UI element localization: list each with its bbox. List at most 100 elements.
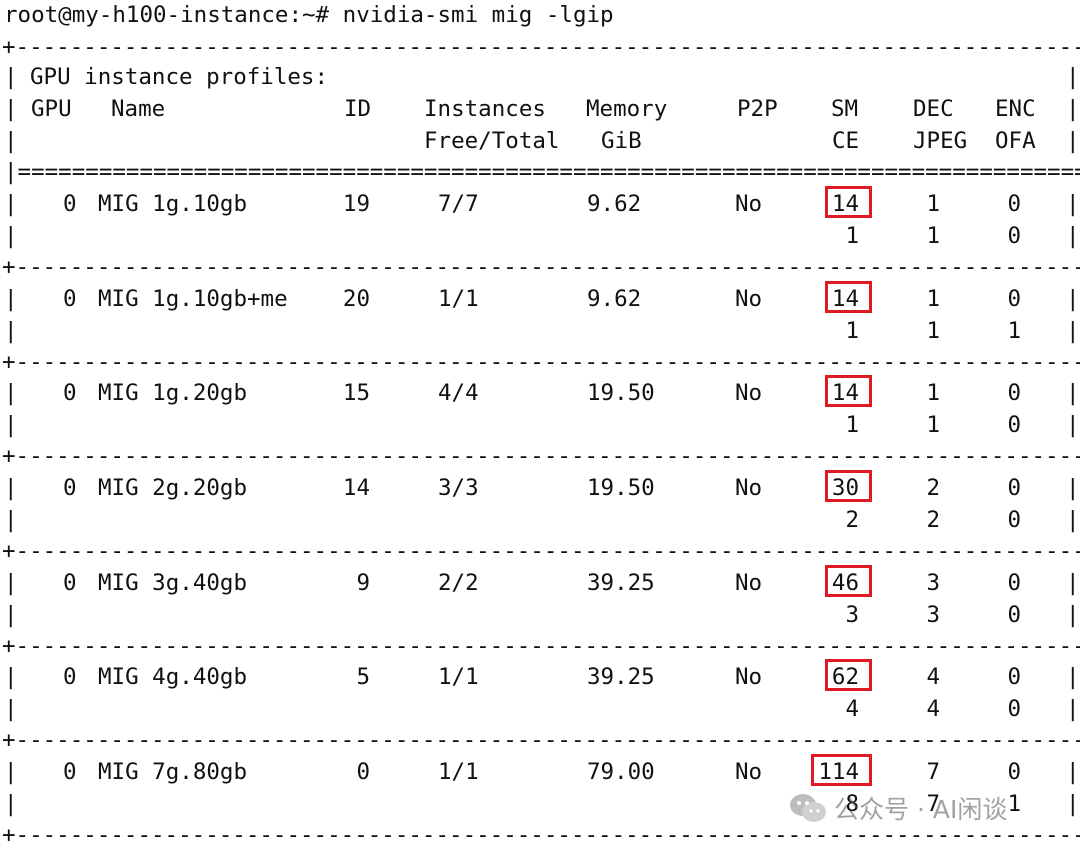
- table-bottom-border: +---------------------------------------…: [2, 822, 1080, 848]
- table-border-right-row1b: |: [1066, 318, 1080, 344]
- table-border-right-row3b: |: [1066, 507, 1080, 533]
- table-border-right-row5a: |: [1066, 664, 1080, 690]
- table-title: GPU instance profiles:: [30, 64, 329, 90]
- table-border-right-row0a: |: [1066, 191, 1080, 217]
- table-row-separator: +---------------------------------------…: [2, 254, 1080, 280]
- row-memory: 9.62: [587, 286, 642, 312]
- row-ce: 4: [845, 696, 859, 722]
- row-ce: 1: [845, 412, 859, 438]
- header-instances-sub: Free/Total: [424, 128, 560, 154]
- row-dec: 7: [926, 759, 940, 785]
- table-header-separator: |=======================================…: [4, 159, 1080, 185]
- table-border-right-row5b: |: [1066, 696, 1080, 722]
- row-ce: 1: [845, 318, 859, 344]
- command-line: root@my-h100-instance:~# nvidia-smi mig …: [4, 2, 614, 28]
- row-jpeg: 7: [926, 791, 940, 817]
- row-dec: 1: [926, 191, 940, 217]
- row-memory: 39.25: [587, 570, 655, 596]
- table-border-right-row3a: |: [1066, 475, 1080, 501]
- sm-highlight-box: [824, 375, 872, 407]
- table-border-left-row3b: |: [4, 507, 18, 533]
- row-ofa: 1: [1007, 318, 1021, 344]
- header-instances: Instances: [424, 96, 546, 122]
- header-jpeg: JPEG: [913, 128, 968, 154]
- table-border-right-row2b: |: [1066, 412, 1080, 438]
- row-enc: 0: [1007, 191, 1021, 217]
- row-sm: 14: [831, 191, 859, 217]
- row-id: 9: [356, 570, 370, 596]
- table-border-left-header1: |: [4, 96, 18, 122]
- table-border-left-row5a: |: [4, 664, 18, 690]
- table-border-right-row6b: |: [1066, 791, 1080, 817]
- row-dec: 1: [926, 380, 940, 406]
- row-name: MIG 2g.20gb: [98, 475, 248, 501]
- row-dec: 3: [926, 570, 940, 596]
- header-memory: Memory: [586, 96, 668, 122]
- table-border-right-row1a: |: [1066, 286, 1080, 312]
- table-border-left-row3a: |: [4, 475, 18, 501]
- row-gpu: 0: [63, 380, 77, 406]
- table-border-left-row5b: |: [4, 696, 18, 722]
- row-name: MIG 1g.10gb+me: [98, 286, 288, 312]
- table-border-left-row2a: |: [4, 380, 18, 406]
- row-p2p: No: [735, 286, 763, 312]
- sm-highlight-box: [824, 281, 872, 313]
- row-ofa: 1: [1007, 791, 1021, 817]
- row-jpeg: 3: [926, 602, 940, 628]
- row-id: 15: [342, 380, 370, 406]
- table-border-left-row4b: |: [4, 602, 18, 628]
- row-name: MIG 1g.10gb: [98, 191, 248, 217]
- row-gpu: 0: [63, 475, 77, 501]
- watermark: 公众号 · AI闲谈: [788, 790, 1007, 826]
- row-p2p: No: [735, 380, 763, 406]
- row-p2p: No: [735, 570, 763, 596]
- row-memory: 9.62: [587, 191, 642, 217]
- table-border-left-row1b: |: [4, 318, 18, 344]
- table-row-separator: +---------------------------------------…: [2, 349, 1080, 375]
- row-gpu: 0: [63, 286, 77, 312]
- watermark-text: 公众号 · AI闲谈: [834, 795, 1008, 824]
- row-p2p: No: [735, 664, 763, 690]
- row-id: 5: [356, 664, 370, 690]
- row-sm: 62: [831, 664, 859, 690]
- header-dec: DEC: [913, 96, 954, 122]
- row-enc: 0: [1007, 759, 1021, 785]
- header-sm: SM: [831, 96, 859, 122]
- row-memory: 19.50: [587, 380, 655, 406]
- row-gpu: 0: [63, 759, 77, 785]
- table-border-right-row4a: |: [1066, 570, 1080, 596]
- header-gpu: GPU: [31, 96, 72, 122]
- table-border-left-title: |: [4, 64, 18, 90]
- row-ce: 8: [845, 791, 859, 817]
- header-memory-sub: GiB: [601, 128, 642, 154]
- row-sm: 30: [831, 475, 859, 501]
- row-ce: 3: [845, 602, 859, 628]
- row-dec: 1: [926, 286, 940, 312]
- row-jpeg: 4: [926, 696, 940, 722]
- header-ofa: OFA: [995, 128, 1036, 154]
- table-border-left-row0b: |: [4, 223, 18, 249]
- row-memory: 79.00: [587, 759, 655, 785]
- header-p2p: P2P: [737, 96, 778, 122]
- row-ofa: 0: [1007, 696, 1021, 722]
- row-ce: 2: [845, 507, 859, 533]
- row-gpu: 0: [63, 664, 77, 690]
- row-id: 0: [356, 759, 370, 785]
- row-dec: 4: [926, 664, 940, 690]
- chat-bubble-icon: [790, 794, 826, 822]
- header-name: Name: [111, 96, 166, 122]
- row-memory: 39.25: [587, 664, 655, 690]
- row-sm: 14: [831, 286, 859, 312]
- row-instances: 4/4: [438, 380, 479, 406]
- row-enc: 0: [1007, 664, 1021, 690]
- row-enc: 0: [1007, 570, 1021, 596]
- table-border-left-header2: |: [4, 128, 18, 154]
- row-ofa: 0: [1007, 507, 1021, 533]
- header-ce: CE: [832, 128, 860, 154]
- row-name: MIG 3g.40gb: [98, 570, 248, 596]
- row-instances: 3/3: [438, 475, 479, 501]
- header-enc: ENC: [995, 96, 1036, 122]
- row-instances: 1/1: [438, 664, 479, 690]
- row-gpu: 0: [63, 191, 77, 217]
- table-border-right-row0b: |: [1066, 223, 1080, 249]
